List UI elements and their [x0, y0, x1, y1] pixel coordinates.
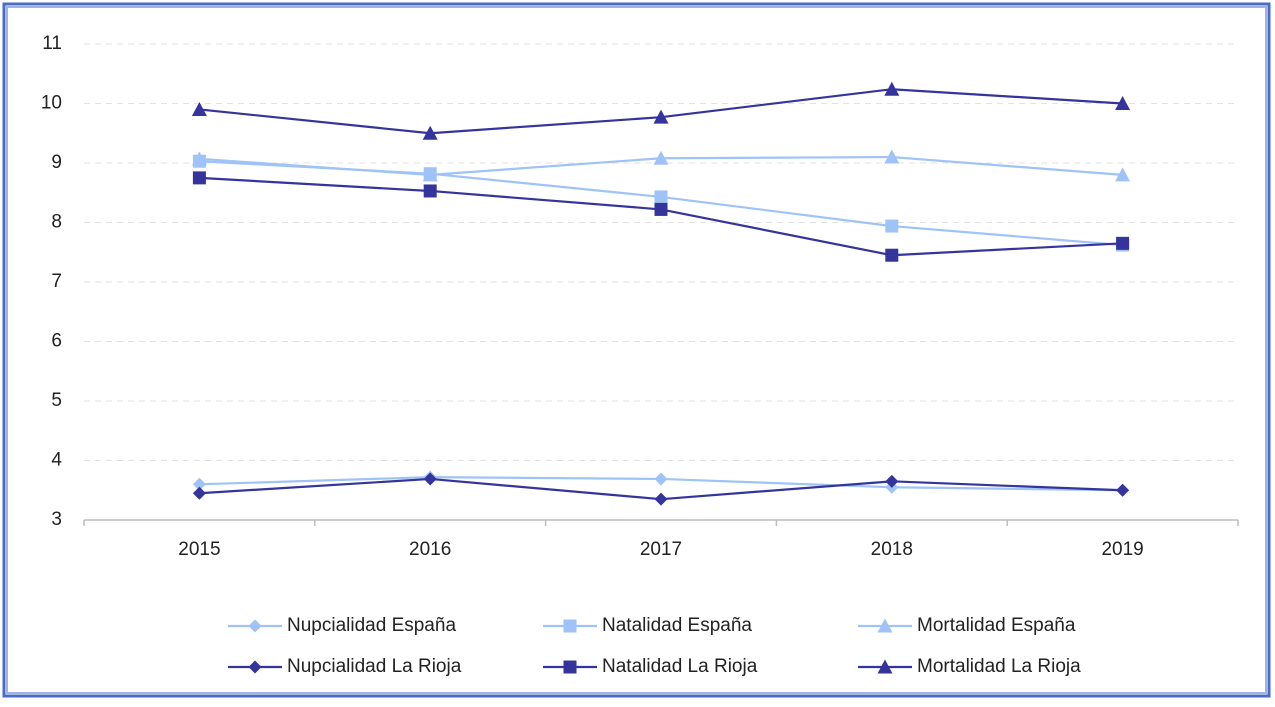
legend-label: Nupcialidad España — [287, 615, 456, 636]
y-tick-label: 7 — [51, 271, 62, 292]
x-tick-label: 2017 — [640, 539, 682, 560]
marker — [423, 184, 437, 198]
legend-label: Mortalidad La Rioja — [917, 656, 1081, 677]
y-tick-label: 3 — [51, 509, 62, 530]
marker — [654, 492, 668, 506]
legend-label: Nupcialidad La Rioja — [287, 656, 462, 677]
legend-marker — [877, 659, 893, 674]
marker — [1116, 236, 1130, 250]
marker — [654, 472, 668, 486]
marker — [884, 81, 900, 96]
legend-marker — [563, 660, 577, 674]
x-tick-label: 2016 — [409, 539, 451, 560]
marker — [654, 190, 668, 204]
marker — [653, 150, 669, 165]
legend-label: Natalidad España — [602, 615, 752, 636]
legend-marker — [248, 619, 262, 633]
chart-frame — [2, 2, 1271, 698]
legend-marker — [248, 660, 262, 674]
y-tick-label: 11 — [42, 33, 62, 54]
legend-label: Natalidad La Rioja — [602, 656, 758, 677]
y-tick-label: 6 — [51, 331, 62, 352]
marker — [192, 477, 206, 491]
marker — [885, 248, 899, 262]
marker — [653, 109, 669, 124]
chart-frame-inner — [6, 6, 1267, 694]
y-tick-label: 5 — [51, 390, 62, 411]
marker — [1115, 167, 1131, 182]
legend-marker — [563, 619, 577, 633]
marker — [423, 472, 437, 486]
marker — [191, 101, 207, 116]
marker — [885, 474, 899, 488]
x-tick-label: 2018 — [871, 539, 913, 560]
marker — [884, 149, 900, 164]
marker — [191, 151, 207, 166]
marker — [422, 125, 438, 140]
x-tick-label: 2015 — [178, 539, 220, 560]
marker — [885, 219, 899, 233]
legend-marker — [877, 618, 893, 633]
marker — [422, 167, 438, 182]
marker — [1116, 483, 1130, 497]
x-tick-label: 2019 — [1101, 539, 1143, 560]
marker — [192, 171, 206, 185]
y-tick-label: 4 — [51, 450, 62, 471]
marker — [192, 486, 206, 500]
legend-label: Mortalidad España — [917, 615, 1076, 636]
marker — [654, 202, 668, 216]
y-tick-label: 8 — [51, 212, 62, 233]
y-tick-label: 10 — [41, 93, 62, 114]
marker — [1115, 96, 1131, 110]
y-tick-label: 9 — [51, 152, 62, 173]
